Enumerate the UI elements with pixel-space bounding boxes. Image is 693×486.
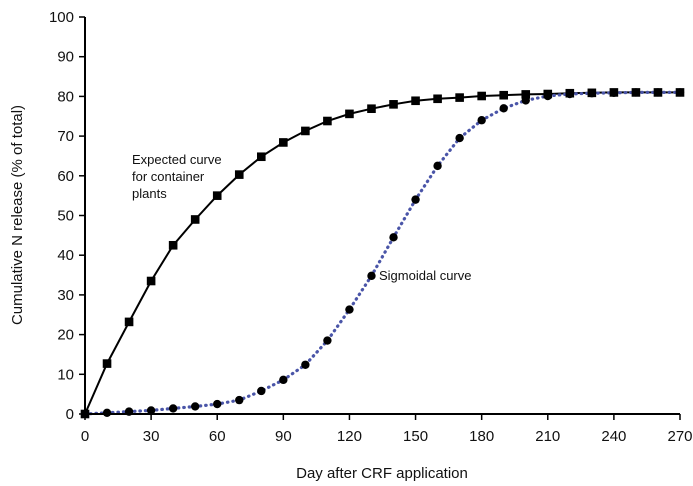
sigmoidal-curve-point	[345, 305, 354, 314]
y-tick-label: 70	[57, 128, 74, 145]
annotation-expected-curve-line-1: Expected curve	[132, 152, 222, 167]
annotation-expected-curve-line-2: for container	[132, 169, 205, 184]
expected-curve-point	[168, 240, 178, 250]
y-tick-label: 0	[66, 406, 74, 423]
sigmoidal-curve-point	[301, 360, 310, 369]
y-tick-label: 50	[57, 208, 74, 225]
sigmoidal-curve-point	[213, 399, 222, 409]
sigmoidal-curve-point	[543, 91, 552, 101]
expected-curve-point	[345, 109, 354, 119]
expected-curve-point	[455, 93, 464, 102]
sigmoidal-curve-point	[235, 395, 244, 405]
x-tick-label: 0	[81, 428, 89, 445]
series-line-sigmoidal	[83, 90, 682, 416]
sigmoidal-curve-point	[80, 409, 90, 419]
y-tick-label: 90	[57, 49, 74, 66]
text-layer: Day after CRF application Cumulative N r…	[9, 105, 472, 482]
y-tick-label: 10	[57, 366, 74, 383]
sigmoidal-curve-point	[609, 88, 619, 98]
x-tick-label: 150	[403, 428, 428, 445]
sigmoidal-curve-point	[477, 116, 486, 125]
sigmoidal-curve-point	[367, 271, 376, 281]
x-tick-label: 90	[275, 428, 292, 445]
sigmoidal-curve-point	[102, 408, 112, 418]
sigmoidal-curve-point	[587, 89, 597, 98]
sigmoidal-curve-point	[168, 404, 178, 413]
x-tick-label: 180	[469, 428, 494, 445]
expected-curve-point	[234, 170, 244, 179]
y-tick-label: 60	[57, 168, 74, 185]
y-tick-label: 100	[49, 9, 74, 26]
expected-curve-point	[323, 116, 332, 126]
sigmoidal-curve-point	[124, 407, 134, 416]
expected-curve-point	[301, 126, 310, 136]
annotation-expected-curve-line-3: plants	[132, 186, 167, 201]
annotation-sigmoidal-curve: Sigmoidal curve	[379, 268, 472, 283]
sigmoidal-curve-point	[653, 88, 663, 97]
x-tick-label: 240	[601, 428, 626, 445]
sigmoidal-curve-point	[190, 402, 200, 411]
y-axis-title: Cumulative N release (% of total)	[9, 105, 26, 325]
sigmoidal-curve-point	[146, 406, 156, 415]
expected-curve-point	[124, 317, 134, 327]
sigmoidal-curve-point	[433, 161, 442, 171]
x-tick-label: 210	[535, 428, 560, 445]
sigmoidal-curve-point	[323, 336, 332, 345]
expected-curve-point	[102, 359, 112, 368]
sigmoidal-curve-point	[565, 89, 575, 99]
expected-curve-point	[499, 90, 509, 100]
sigmoidal-curve-point	[279, 375, 288, 385]
expected-curve-point	[411, 96, 420, 106]
x-tick-label: 30	[143, 428, 160, 445]
x-tick-label: 120	[337, 428, 362, 445]
expected-curve-point	[521, 90, 531, 99]
expected-curve-point	[279, 138, 288, 147]
ticks-layer: 0 30 60 90 120 150 180 210 240 270 0 10 20 30 40 50 60 70…	[49, 9, 693, 445]
sigmoidal-curve-point	[389, 233, 398, 242]
series-markers-layer	[80, 88, 685, 419]
sigmoidal-curve-point	[499, 104, 508, 113]
x-tick-label: 270	[667, 428, 692, 445]
x-tick-label: 60	[209, 428, 226, 445]
expected-curve-point	[477, 91, 486, 101]
expected-curve-point	[146, 276, 156, 286]
series-line-expected	[84, 91, 680, 415]
expected-curve-point	[212, 191, 222, 200]
sigmoidal-curve-point	[411, 195, 420, 204]
sigmoidal-curve-point	[257, 386, 266, 396]
expected-curve-point	[389, 100, 398, 109]
y-tick-label: 80	[57, 88, 74, 105]
sigmoidal-curve-point	[675, 88, 685, 97]
y-tick-label: 30	[57, 287, 74, 304]
x-axis-title: Day after CRF application	[296, 465, 468, 482]
sigmoidal-curve-point	[455, 133, 464, 143]
axes-layer	[84, 17, 680, 415]
y-tick-label: 40	[57, 247, 74, 264]
y-tick-label: 20	[57, 327, 74, 344]
sigmoidal-curve-point	[521, 96, 530, 105]
expected-curve-point	[367, 104, 376, 114]
series-lines-layer	[83, 90, 682, 416]
expected-curve-point	[190, 215, 200, 224]
expected-curve-point	[433, 94, 442, 104]
sigmoidal-curve-point	[631, 88, 641, 97]
expected-curve-point	[256, 152, 266, 162]
